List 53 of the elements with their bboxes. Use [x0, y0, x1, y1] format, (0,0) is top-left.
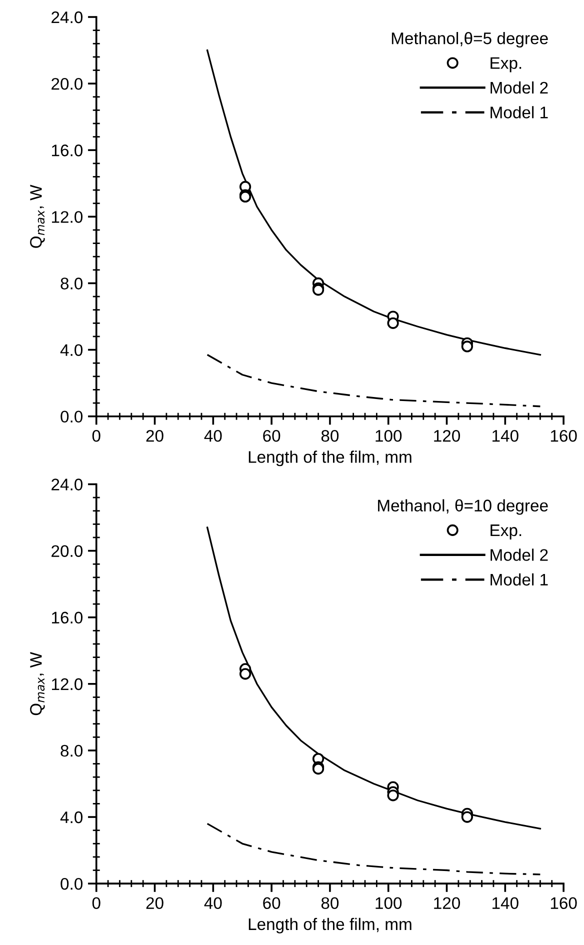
- y-tick-label: 8.0: [60, 278, 83, 290]
- point: [387, 317, 399, 329]
- x-tick-label: 140: [492, 897, 518, 910]
- x-tick-label: 60: [263, 897, 280, 910]
- line-series: [206, 822, 542, 876]
- x-tick-label: 20: [146, 897, 164, 910]
- legend-label: Exp.: [490, 57, 522, 72]
- y-tick-label: 24.0: [52, 11, 83, 24]
- y-tick-label: 24.0: [52, 478, 83, 490]
- y-tick-label: 4.0: [60, 811, 83, 824]
- x-tick-label: 120: [434, 430, 460, 442]
- x-tick-label: 100: [376, 897, 402, 910]
- x-tick-label: 40: [204, 897, 222, 910]
- x-tick-label: 160: [550, 430, 577, 442]
- x-tick-label: 100: [376, 430, 402, 442]
- legend-label: Model 1: [490, 573, 548, 586]
- x-tick-label: 20: [146, 430, 164, 442]
- point: [239, 668, 252, 680]
- y-axis-title: Q$_{max}$, W: [30, 652, 45, 716]
- x-tick-label: 0: [92, 897, 100, 910]
- y-tick-label: 4.0: [60, 344, 83, 356]
- point: [461, 811, 474, 823]
- legend-label: Model 2: [490, 81, 548, 94]
- y-axis-title: Q$_{max}$, W: [30, 184, 45, 248]
- y-tick-label: 12.0: [52, 678, 83, 690]
- x-tick-label: 160: [550, 897, 577, 910]
- legend-title: Methanol,θ=5 degree: [392, 32, 548, 48]
- x-axis-title: Length of the film, mm: [248, 918, 412, 934]
- legend-label: Model 1: [490, 106, 548, 118]
- y-tick-label: 20.0: [52, 78, 83, 90]
- x-tick-label: 140: [492, 430, 518, 442]
- x-tick-label: 80: [321, 897, 339, 910]
- x-tick-label: 60: [263, 430, 280, 442]
- legend-label: Exp.: [490, 524, 522, 540]
- x-tick-label: 80: [321, 430, 339, 442]
- legend-title: Methanol, θ=10 degree: [378, 499, 548, 515]
- x-tick-label: 120: [434, 897, 460, 910]
- y-tick-label: 8.0: [60, 744, 83, 757]
- y-tick-label: 0.0: [60, 878, 83, 890]
- line-series: [206, 49, 542, 356]
- y-tick-label: 20.0: [52, 545, 83, 557]
- x-axis-title: Length of the film, mm: [248, 450, 412, 466]
- x-tick-label: 40: [204, 430, 222, 442]
- y-tick-label: 12.0: [52, 211, 83, 223]
- point: [387, 790, 399, 802]
- legend-label: Model 2: [490, 548, 548, 561]
- x-tick-label: 0: [92, 430, 100, 442]
- point: [461, 340, 474, 352]
- y-tick-label: 16.0: [52, 612, 83, 624]
- y-tick-label: 16.0: [52, 144, 83, 156]
- line-series: [206, 354, 542, 408]
- line-series: [206, 526, 542, 830]
- y-tick-label: 0.0: [60, 410, 83, 423]
